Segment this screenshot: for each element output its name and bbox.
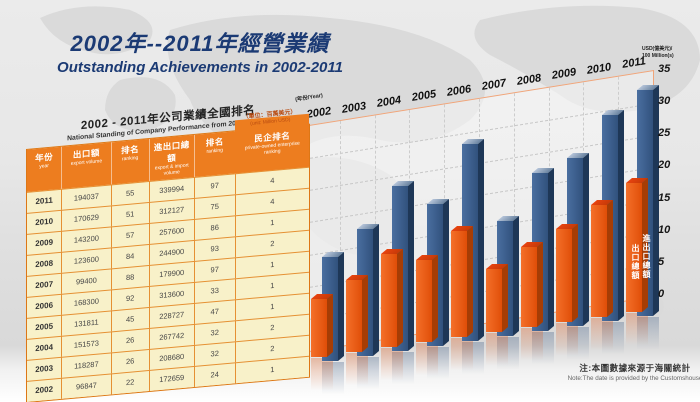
- y-axis-tick-label: 20: [658, 159, 671, 172]
- bar-reflection: [556, 323, 578, 361]
- bar-side-face: [572, 224, 578, 322]
- bar-series-label-total: 進出口總額: [642, 233, 651, 279]
- value-cell: 172659: [149, 365, 195, 391]
- ranking-table: 年份 year 出口額 export volume 排名 ranking 進出口總額 expo…: [26, 123, 310, 402]
- bar-side-face: [478, 139, 484, 341]
- main-title-block: 2002年--2011年經營業績 Outstanding Achievement…: [40, 26, 360, 76]
- bar-side-face: [513, 216, 519, 336]
- bar-side-face: [408, 181, 414, 351]
- bar-side-face: [502, 264, 508, 332]
- value-cell: 96847: [62, 372, 112, 399]
- bar-reflection: [381, 348, 403, 386]
- bar-reflection: [462, 342, 484, 380]
- bar-side-face: [362, 275, 368, 352]
- bar-reflection: [497, 337, 519, 375]
- bar-side-face: [618, 110, 624, 321]
- year-cell: 2002: [27, 377, 63, 402]
- y-axis-tick-label: 25: [658, 127, 671, 140]
- bar-front-face: [451, 231, 467, 337]
- bar-reflection: [311, 358, 333, 396]
- source-footnote-en: Note:The date is provided by the Customs…: [567, 375, 700, 382]
- value-cell: 22: [111, 369, 150, 394]
- bar-reflection: [416, 343, 438, 381]
- y-axis-tick-label: 15: [658, 191, 671, 204]
- y-axis-tick-label: 0: [658, 288, 665, 300]
- bar-reflection: [567, 327, 589, 365]
- bar-front-face: [486, 269, 502, 332]
- bar-front-face: [311, 299, 327, 357]
- bar-side-face: [537, 242, 543, 327]
- bar-reflection: [322, 362, 344, 400]
- bar-front-face: [521, 247, 537, 327]
- y-axis-tick-label: 5: [658, 255, 665, 268]
- bar-reflection: [591, 318, 613, 356]
- column-header-en: export & import volume: [154, 162, 189, 177]
- bar-side-face: [583, 153, 589, 326]
- y-axis-unit-line: USD(億美元)/: [642, 46, 673, 52]
- bar-front-face: [381, 254, 397, 347]
- bar-side-face: [338, 252, 344, 361]
- bar-side-face: [467, 226, 473, 337]
- column-header-ranking: 排名 ranking: [111, 138, 150, 184]
- bar-reflection: [532, 332, 554, 370]
- bar-reflection: [637, 317, 659, 355]
- bar-front-face: [626, 183, 642, 312]
- bar-front-face: [556, 229, 572, 322]
- bar-side-face: [443, 199, 449, 346]
- ranking-table-block: 2002 - 2011年公司業績全國排名 National Standing o…: [26, 97, 310, 402]
- bar-reflection: [602, 322, 624, 360]
- bar-front-face: [591, 205, 607, 317]
- column-header-en: export volume: [70, 158, 103, 168]
- column-header-export-import-volume: 進出口總額 export & import volume: [149, 134, 195, 181]
- y-axis-unit-label: USD(億美元)/100 Million(s): [642, 46, 700, 59]
- y-axis-tick-label: 10: [658, 223, 671, 236]
- bar-reflection: [346, 353, 368, 391]
- main-title-en: Outstanding Achievements in 2002-2011: [57, 59, 343, 76]
- source-footnote: 注:本圖數據來源于海關統計 Note:The date is provided …: [553, 362, 700, 382]
- bar-side-face: [432, 255, 438, 342]
- bar-series-label-export: 出口總額: [631, 243, 640, 280]
- bar-reflection: [486, 333, 508, 371]
- column-header-year: 年份 year: [27, 146, 63, 192]
- column-header-ranking: 排名 ranking: [194, 131, 236, 177]
- y-axis-unit-line: 100 Million(s): [642, 52, 674, 59]
- bar-side-face: [327, 294, 333, 357]
- column-header-export-volume: 出口額 export volume: [62, 142, 112, 189]
- value-cell: 24: [194, 361, 236, 387]
- column-header-private-owned-enterprise-ranking: 民企排名 private-owned enterprise ranking: [235, 124, 309, 173]
- bar-reflection: [427, 347, 449, 385]
- bar-reflection: [392, 352, 414, 390]
- bar-reflection: [626, 313, 648, 351]
- bar-side-face: [373, 224, 379, 356]
- y-axis-tick-label: 35: [658, 62, 671, 75]
- bar-front-face: [416, 260, 432, 342]
- bar-front-face: [346, 280, 362, 352]
- bar-reflection: [521, 328, 543, 366]
- bar-side-face: [397, 249, 403, 347]
- source-footnote-zh: 注:本圖數據來源于海關統計: [579, 363, 691, 373]
- main-title-zh: 2002年--2011年經營業績: [70, 31, 330, 56]
- bar-side-face: [607, 200, 613, 317]
- bar-side-face: [548, 168, 554, 331]
- bar-reflection: [451, 338, 473, 376]
- y-axis-tick-label: 30: [658, 95, 671, 108]
- bar-reflection: [357, 357, 379, 395]
